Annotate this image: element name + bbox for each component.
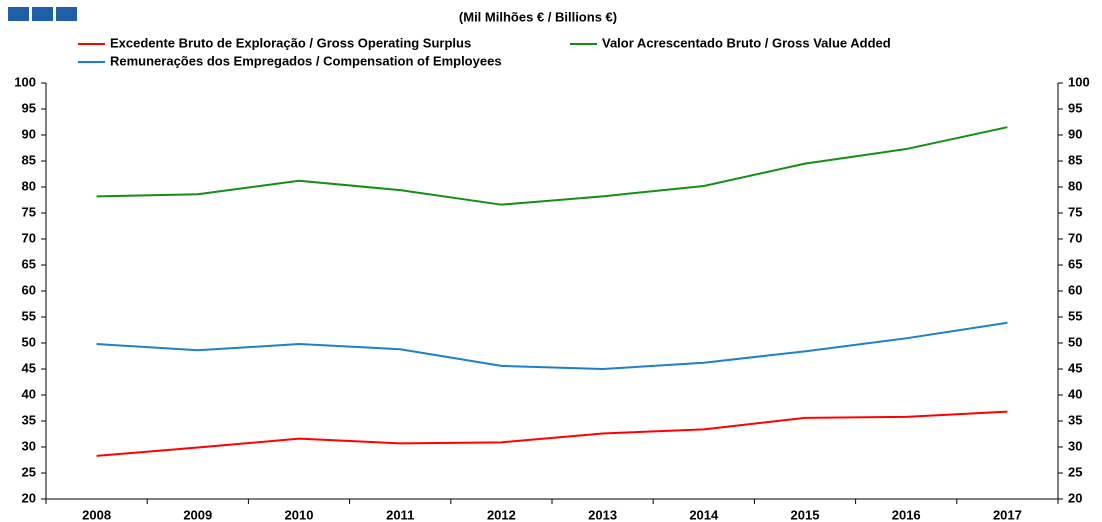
- y2-tick-label: 55: [1068, 308, 1082, 323]
- x-tick-label: 2011: [386, 507, 414, 522]
- y2-tick-label: 25: [1068, 464, 1082, 479]
- y2-tick-label: 40: [1068, 386, 1082, 401]
- y-tick-label: 20: [22, 490, 36, 505]
- y-tick-label: 35: [22, 412, 36, 427]
- y-tick-label: 65: [22, 256, 36, 271]
- y2-tick-label: 60: [1068, 282, 1082, 297]
- y2-tick-label: 80: [1068, 178, 1082, 193]
- x-tick-label: 2009: [183, 507, 212, 522]
- legend-label: Excedente Bruto de Exploração / Gross Op…: [110, 35, 471, 50]
- y-tick-label: 30: [22, 438, 36, 453]
- y-tick-label: 80: [22, 178, 36, 193]
- y2-tick-label: 85: [1068, 152, 1082, 167]
- x-tick-label: 2012: [487, 507, 516, 522]
- x-tick-label: 2010: [285, 507, 314, 522]
- x-tick-label: 2015: [791, 507, 820, 522]
- y-tick-label: 45: [22, 360, 36, 375]
- logo-block: [56, 7, 77, 21]
- y2-tick-label: 95: [1068, 100, 1082, 115]
- y2-tick-label: 20: [1068, 490, 1082, 505]
- y2-tick-label: 100: [1068, 74, 1090, 89]
- y-tick-label: 95: [22, 100, 36, 115]
- y-tick-label: 50: [22, 334, 36, 349]
- x-tick-label: 2016: [892, 507, 921, 522]
- logo-block: [8, 7, 29, 21]
- legend-label: Valor Acrescentado Bruto / Gross Value A…: [602, 35, 891, 50]
- x-tick-label: 2014: [689, 507, 719, 522]
- x-tick-label: 2017: [993, 507, 1022, 522]
- y2-tick-label: 70: [1068, 230, 1082, 245]
- y-tick-label: 75: [22, 204, 36, 219]
- x-tick-label: 2008: [82, 507, 111, 522]
- y-tick-label: 90: [22, 126, 36, 141]
- series-line: [96, 321, 1008, 371]
- chart-title: (Mil Milhões € / Billions €): [459, 9, 617, 24]
- legend-label: Remunerações dos Empregados / Compensati…: [110, 53, 502, 68]
- y-tick-label: 70: [22, 230, 36, 245]
- y2-tick-label: 35: [1068, 412, 1082, 427]
- series-line: [96, 126, 1008, 206]
- y-tick-label: 60: [22, 282, 36, 297]
- y-tick-label: 55: [22, 308, 36, 323]
- y2-tick-label: 65: [1068, 256, 1082, 271]
- y-tick-label: 85: [22, 152, 36, 167]
- logo-block: [32, 7, 53, 21]
- y-tick-label: 40: [22, 386, 36, 401]
- x-tick-label: 2013: [588, 507, 617, 522]
- y2-tick-label: 75: [1068, 204, 1082, 219]
- y-tick-label: 100: [14, 74, 36, 89]
- y-tick-label: 25: [22, 464, 36, 479]
- series-line: [96, 410, 1008, 457]
- y2-tick-label: 90: [1068, 126, 1082, 141]
- y2-tick-label: 50: [1068, 334, 1082, 349]
- y2-tick-label: 45: [1068, 360, 1082, 375]
- y2-tick-label: 30: [1068, 438, 1082, 453]
